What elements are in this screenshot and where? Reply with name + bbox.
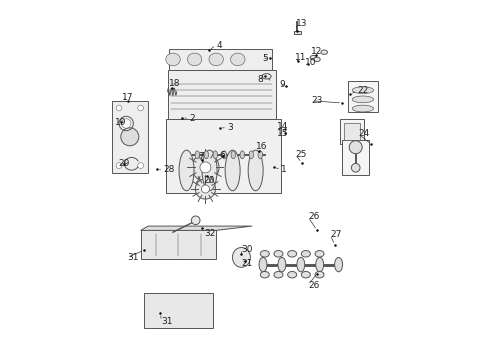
Ellipse shape	[321, 50, 327, 54]
Text: 7: 7	[198, 152, 204, 161]
Ellipse shape	[209, 53, 223, 66]
Text: 13: 13	[296, 19, 308, 28]
Circle shape	[200, 162, 211, 173]
Ellipse shape	[248, 150, 263, 191]
Text: 18: 18	[169, 79, 180, 88]
Text: 4: 4	[216, 41, 222, 50]
Bar	[144, 293, 213, 328]
Text: 11: 11	[294, 53, 306, 62]
Ellipse shape	[315, 251, 324, 257]
Ellipse shape	[274, 251, 283, 257]
Circle shape	[116, 163, 122, 168]
Bar	[168, 70, 275, 119]
Circle shape	[138, 163, 144, 168]
Text: 22: 22	[357, 86, 368, 95]
Ellipse shape	[262, 74, 271, 79]
Circle shape	[192, 216, 200, 225]
Ellipse shape	[352, 96, 373, 103]
Ellipse shape	[310, 55, 317, 60]
Circle shape	[116, 105, 122, 111]
Text: 17: 17	[122, 93, 133, 102]
Text: 14: 14	[277, 122, 289, 131]
Text: 23: 23	[312, 96, 323, 105]
Bar	[347, 81, 378, 112]
Bar	[294, 31, 301, 34]
Text: 8: 8	[258, 76, 263, 85]
Text: 12: 12	[311, 48, 322, 57]
Ellipse shape	[278, 257, 286, 272]
Ellipse shape	[225, 150, 240, 191]
Circle shape	[349, 141, 362, 154]
Bar	[342, 140, 369, 175]
Ellipse shape	[297, 257, 305, 272]
Ellipse shape	[288, 271, 296, 278]
Ellipse shape	[301, 271, 310, 278]
Text: 6: 6	[220, 151, 225, 160]
Ellipse shape	[274, 271, 283, 278]
Ellipse shape	[222, 151, 226, 159]
Text: 25: 25	[295, 150, 307, 159]
Circle shape	[351, 163, 360, 172]
Ellipse shape	[260, 271, 270, 278]
Text: 15: 15	[277, 129, 289, 138]
Ellipse shape	[202, 150, 217, 191]
Ellipse shape	[231, 53, 245, 66]
Ellipse shape	[166, 53, 180, 66]
Ellipse shape	[301, 251, 310, 257]
Circle shape	[196, 179, 216, 199]
Text: 3: 3	[227, 123, 233, 132]
Ellipse shape	[231, 151, 236, 159]
Ellipse shape	[204, 151, 209, 159]
Text: 10: 10	[305, 58, 316, 67]
Text: 2: 2	[189, 114, 195, 122]
Ellipse shape	[335, 257, 343, 272]
Ellipse shape	[187, 53, 202, 66]
Ellipse shape	[249, 151, 253, 159]
Circle shape	[192, 154, 219, 181]
Ellipse shape	[258, 151, 263, 159]
Text: 26: 26	[308, 212, 319, 221]
Bar	[166, 119, 281, 193]
Ellipse shape	[232, 248, 250, 267]
Text: 9: 9	[279, 80, 285, 89]
Text: 26: 26	[308, 281, 319, 289]
Ellipse shape	[240, 151, 245, 159]
Text: 30: 30	[242, 245, 253, 253]
Ellipse shape	[352, 87, 373, 94]
Polygon shape	[141, 226, 252, 230]
Ellipse shape	[352, 105, 373, 112]
Ellipse shape	[288, 251, 296, 257]
Circle shape	[201, 185, 209, 193]
Text: 5: 5	[262, 54, 268, 63]
Ellipse shape	[259, 257, 267, 272]
Text: 19: 19	[115, 118, 126, 127]
Ellipse shape	[316, 257, 324, 272]
Text: 28: 28	[163, 165, 174, 174]
Text: 1: 1	[281, 165, 287, 174]
Text: 31: 31	[162, 317, 173, 325]
Bar	[170, 49, 272, 70]
Ellipse shape	[213, 151, 218, 159]
Text: 16: 16	[256, 142, 268, 151]
Circle shape	[138, 105, 144, 111]
Text: 20: 20	[204, 176, 215, 185]
Bar	[112, 101, 148, 173]
Text: 21: 21	[242, 259, 253, 268]
Ellipse shape	[314, 57, 320, 62]
Circle shape	[121, 128, 139, 146]
Text: 27: 27	[330, 230, 342, 239]
Ellipse shape	[195, 151, 199, 159]
Ellipse shape	[179, 150, 194, 191]
Bar	[344, 123, 360, 140]
Circle shape	[122, 119, 131, 128]
Text: 29: 29	[118, 159, 130, 168]
Bar	[341, 119, 364, 144]
Ellipse shape	[315, 271, 324, 278]
Ellipse shape	[260, 251, 270, 257]
Text: 32: 32	[204, 229, 216, 238]
Text: 31: 31	[127, 253, 138, 262]
Text: 24: 24	[358, 130, 369, 139]
Bar	[141, 230, 216, 259]
